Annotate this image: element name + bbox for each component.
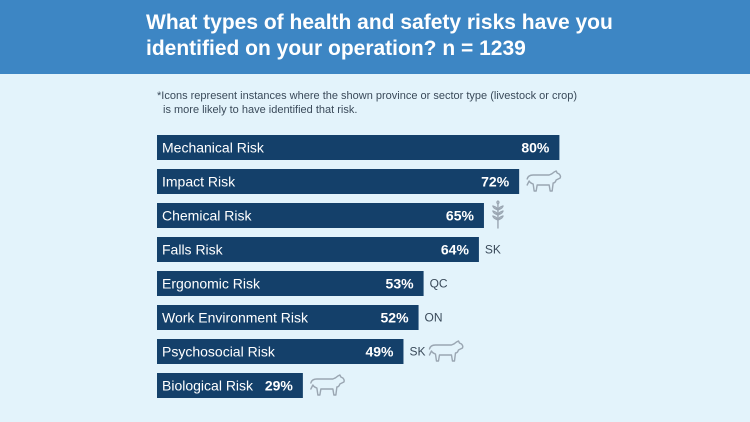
bar-category-label: Falls Risk xyxy=(162,242,224,258)
cow-icon xyxy=(310,374,345,396)
bar-category-label: Biological Risk xyxy=(162,378,254,394)
bar-value-label: 49% xyxy=(365,344,394,360)
bar-value-label: 53% xyxy=(386,276,415,292)
chart-title: What types of health and safety risks ha… xyxy=(146,11,613,60)
bar xyxy=(157,305,419,330)
bar xyxy=(157,373,303,398)
province-tag: SK xyxy=(409,345,425,359)
bar-category-label: Mechanical Risk xyxy=(162,140,265,156)
bar-value-label: 29% xyxy=(265,378,294,394)
bar xyxy=(157,135,560,160)
cow-icon xyxy=(428,340,464,362)
bar xyxy=(157,203,484,228)
footnote-line-1: *Icons represent instances where the sho… xyxy=(157,90,578,102)
bar-category-label: Ergonomic Risk xyxy=(162,276,261,292)
bar xyxy=(157,237,479,262)
bar xyxy=(157,271,424,296)
bar xyxy=(157,169,520,194)
bar-category-label: Chemical Risk xyxy=(162,208,252,224)
header-banner: What types of health and safety risks ha… xyxy=(0,0,750,74)
bar-category-label: Work Environment Risk xyxy=(162,310,309,326)
bar-category-label: Impact Risk xyxy=(162,174,236,190)
cow-icon xyxy=(526,170,562,192)
bar-value-label: 52% xyxy=(381,310,410,326)
bar-value-label: 65% xyxy=(446,208,475,224)
wheat-icon xyxy=(492,200,504,229)
bar-value-label: 80% xyxy=(521,140,550,156)
bar-value-label: 72% xyxy=(481,174,510,190)
bar-value-label: 64% xyxy=(441,242,470,258)
province-tag: SK xyxy=(485,243,501,257)
bar-category-label: Psychosocial Risk xyxy=(162,344,276,360)
province-tag: ON xyxy=(425,311,443,325)
icon-footnote: *Icons represent instances where the sho… xyxy=(157,89,597,117)
footnote-line-2: is more likely to have identified that r… xyxy=(163,104,358,116)
province-tag: QC xyxy=(430,277,448,291)
bar xyxy=(157,339,404,364)
